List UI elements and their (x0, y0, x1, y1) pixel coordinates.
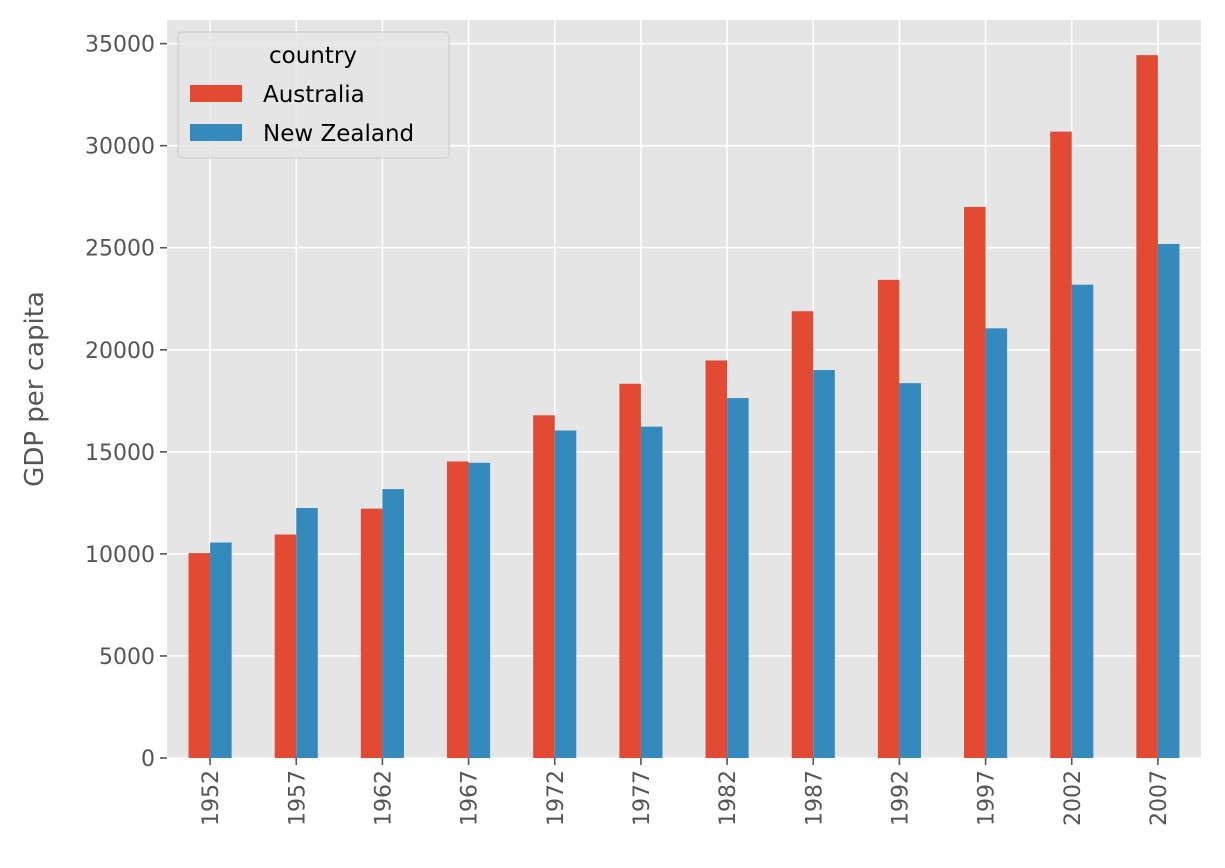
x-tick-label: 1962 (371, 770, 396, 826)
bar-australia-1992 (877, 279, 900, 758)
bar-australia-2002 (1050, 131, 1072, 758)
y-tick-label: 0 (141, 747, 155, 772)
bar-australia-1987 (791, 311, 814, 758)
x-tick-label: 1977 (630, 770, 655, 826)
bar-australia-1962 (360, 508, 383, 758)
bar-new-zealand-1997 (985, 328, 1008, 758)
x-tick-label: 1972 (544, 770, 569, 826)
bar-australia-1982 (705, 360, 728, 758)
bar-australia-2007 (1136, 55, 1158, 759)
bar-australia-1967 (447, 461, 469, 758)
legend: country Australia New Zealand (177, 31, 450, 159)
y-tick-label: 15000 (85, 441, 155, 466)
x-tick-label: 1957 (285, 770, 310, 826)
bar-australia-1977 (619, 383, 641, 758)
y-tick-label: 10000 (85, 543, 155, 568)
y-tick-label: 35000 (85, 33, 155, 58)
bar-australia-1997 (964, 206, 986, 758)
y-tick-label: 30000 (85, 135, 155, 160)
y-tick-label: 20000 (85, 339, 155, 364)
x-tick-label: 2007 (1147, 770, 1172, 826)
legend-swatch-australia (190, 85, 242, 102)
bar-australia-1957 (274, 534, 297, 758)
legend-label-new-zealand: New Zealand (263, 121, 414, 147)
y-tick-label: 25000 (85, 237, 155, 262)
bar-new-zealand-1977 (640, 426, 663, 758)
bar-new-zealand-2002 (1071, 284, 1094, 758)
bar-new-zealand-1982 (727, 398, 749, 758)
x-tick-label: 1952 (199, 770, 224, 826)
y-axis: 0 5000 10000 15000 20000 25000 30000 35000 (85, 33, 167, 772)
legend-swatch-new-zealand (190, 124, 242, 141)
bar-new-zealand-1972 (554, 430, 577, 758)
bar-new-zealand-1962 (382, 489, 404, 758)
bar-australia-1972 (533, 415, 555, 758)
x-tick-label: 1982 (716, 770, 741, 826)
bar-new-zealand-1992 (899, 383, 921, 758)
x-tick-label: 2002 (1061, 770, 1086, 826)
legend-label-australia: Australia (263, 82, 365, 108)
y-tick-label: 5000 (99, 645, 155, 670)
x-tick-label: 1992 (888, 770, 913, 826)
bar-new-zealand-2007 (1157, 243, 1180, 759)
x-tick-label: 1997 (975, 770, 1000, 826)
bar-new-zealand-1967 (468, 462, 491, 758)
y-axis-label: GDP per capita (20, 291, 50, 487)
bar-new-zealand-1987 (813, 370, 835, 758)
legend-title: country (269, 43, 357, 69)
x-tick-label: 1987 (802, 770, 827, 826)
bar-new-zealand-1957 (296, 508, 318, 758)
x-tick-label: 1967 (458, 770, 483, 826)
bar-new-zealand-1952 (210, 542, 232, 758)
x-axis: 1952 1957 1962 1967 1972 1977 1982 1987 1992 1997… (199, 758, 1172, 826)
bar-australia-1952 (188, 553, 211, 758)
bars (188, 55, 1180, 759)
